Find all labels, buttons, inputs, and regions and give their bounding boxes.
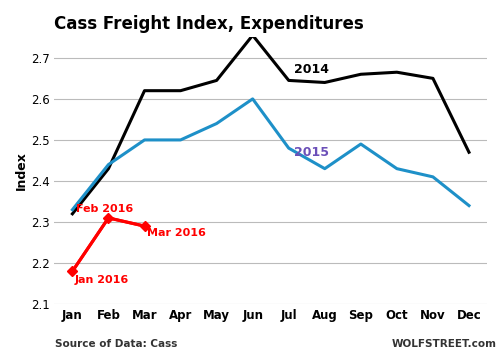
Text: Feb 2016: Feb 2016: [76, 204, 133, 214]
Text: Source of Data: Cass: Source of Data: Cass: [55, 339, 177, 349]
Y-axis label: Index: Index: [15, 151, 28, 190]
Text: Jan 2016: Jan 2016: [74, 274, 128, 285]
Text: Cass Freight Index, Expenditures: Cass Freight Index, Expenditures: [54, 15, 363, 33]
Text: 2015: 2015: [294, 146, 329, 159]
Text: 2014: 2014: [294, 63, 329, 76]
Text: WOLFSTREET.com: WOLFSTREET.com: [391, 339, 496, 349]
Text: Mar 2016: Mar 2016: [147, 228, 206, 238]
